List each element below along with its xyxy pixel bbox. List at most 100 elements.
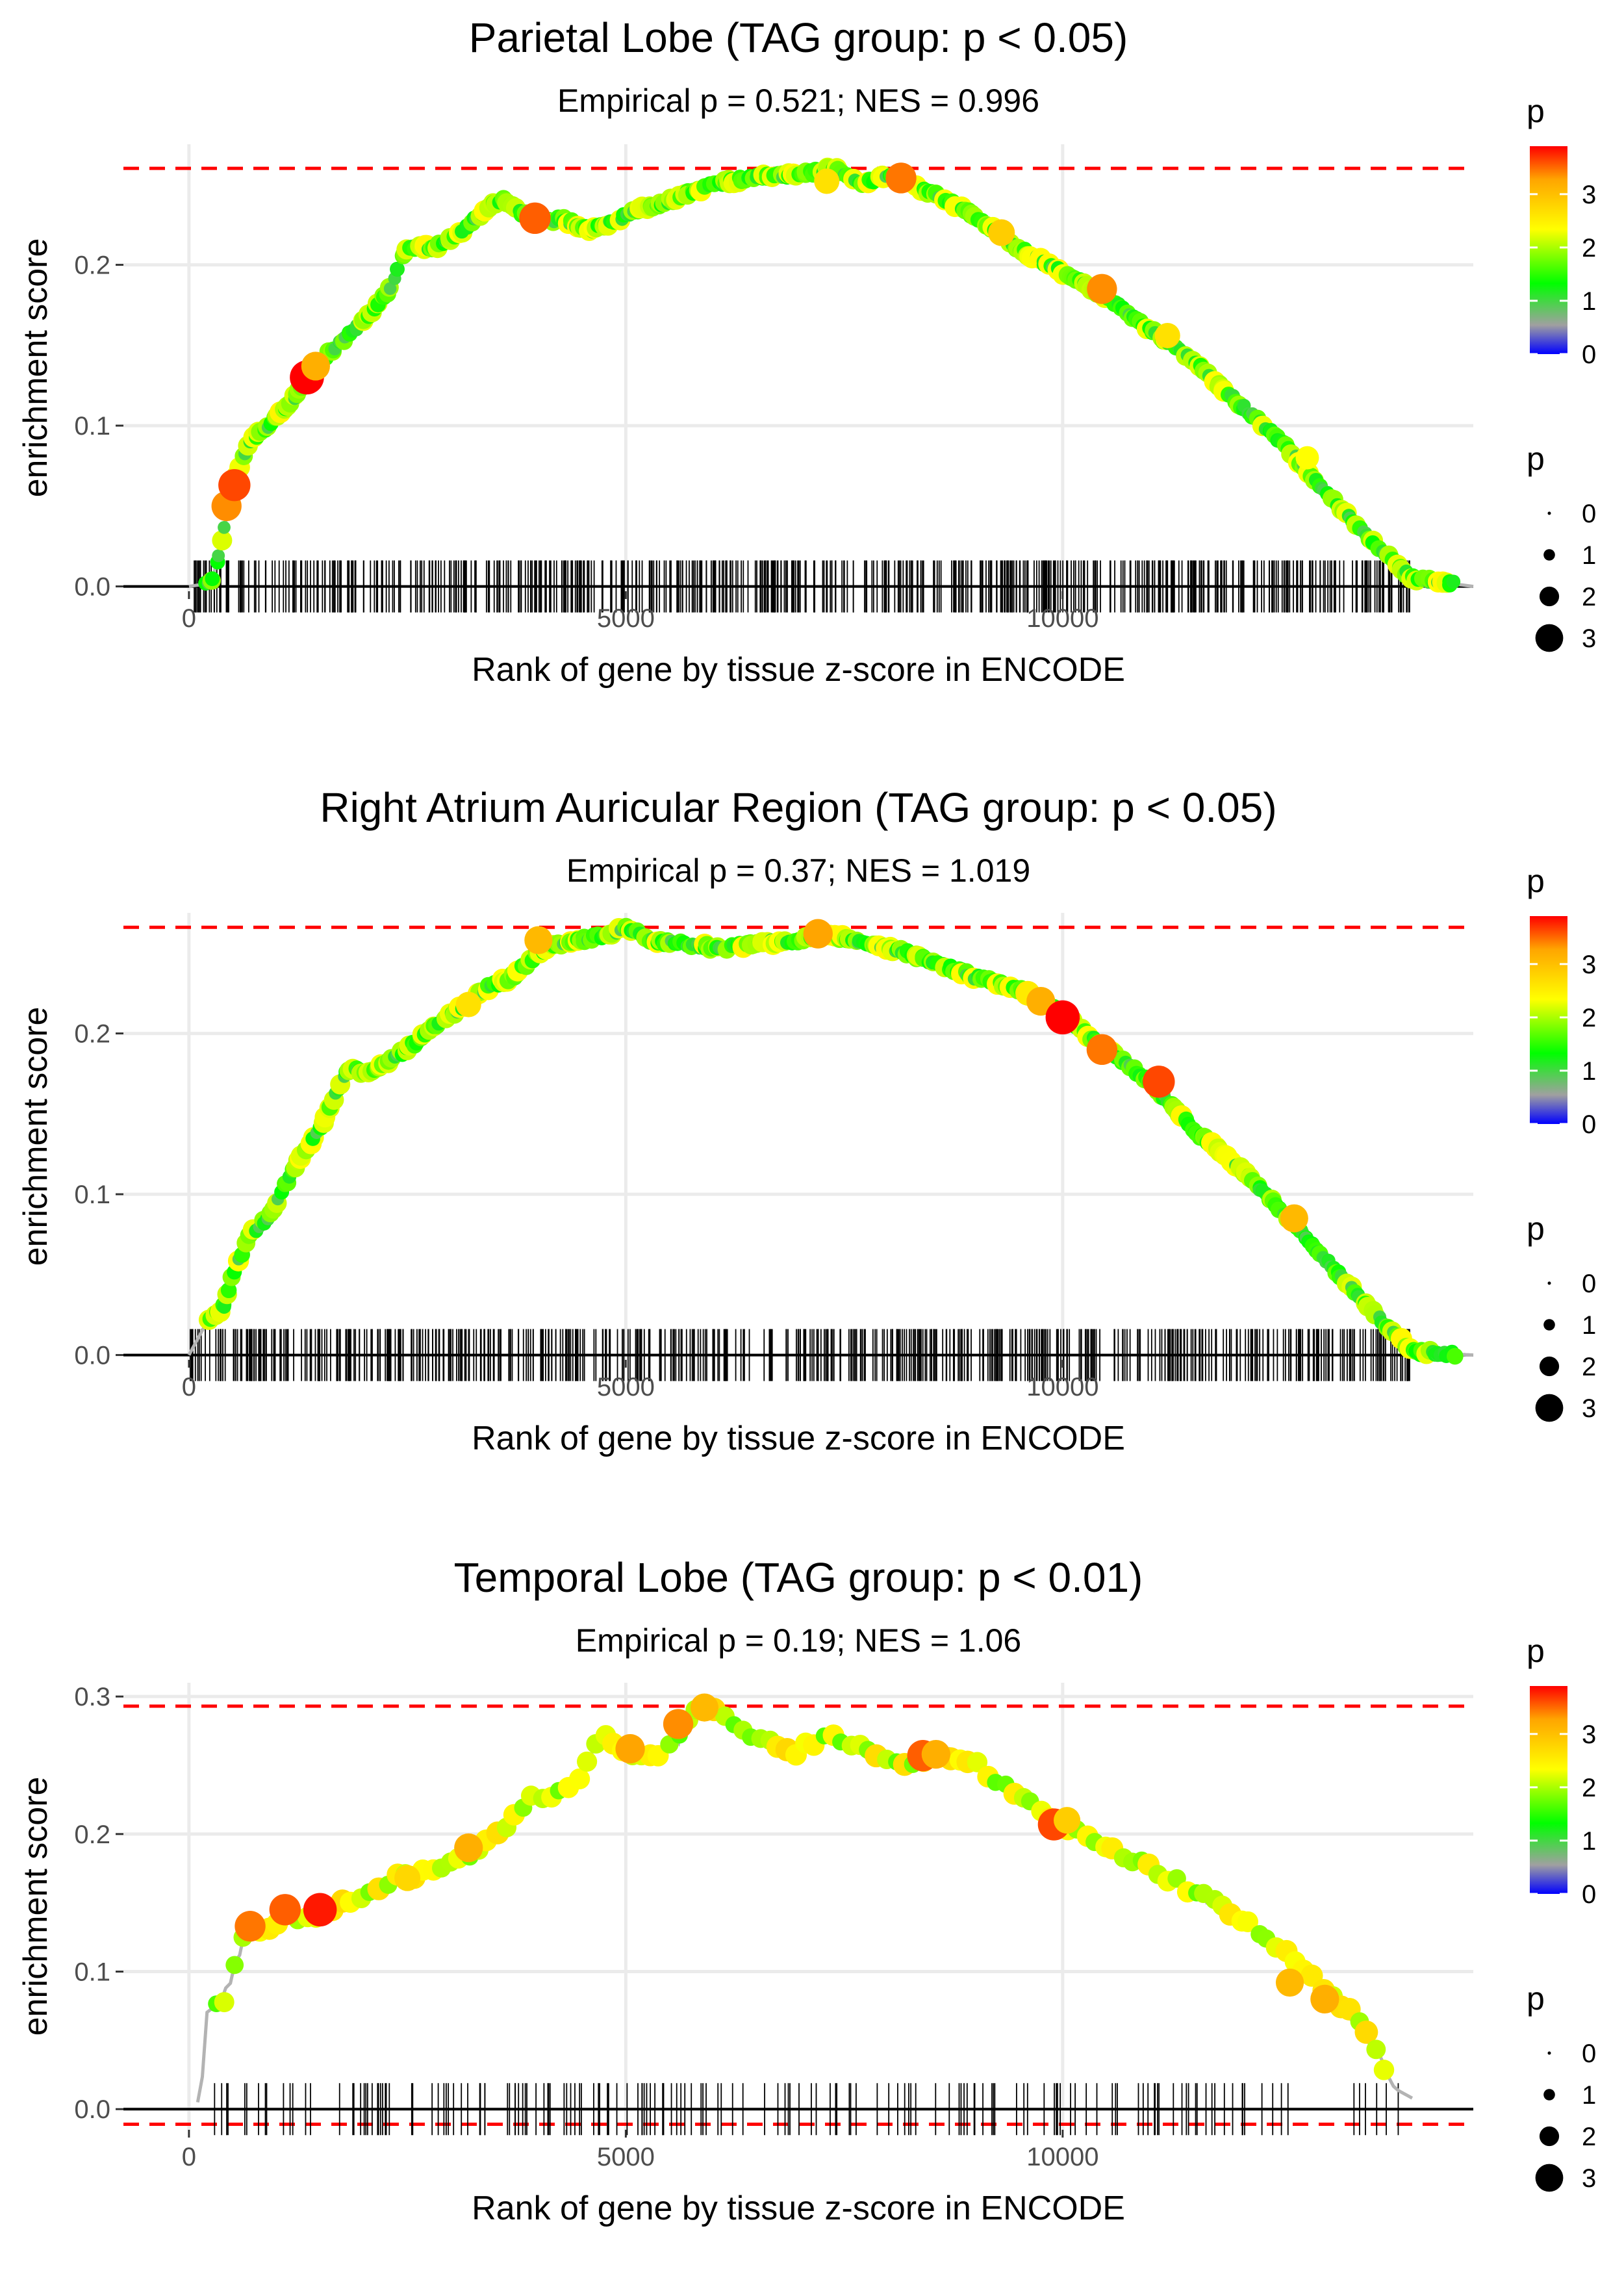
color-legend-bar bbox=[1530, 146, 1567, 354]
highlight-point bbox=[1045, 1000, 1080, 1035]
size-legend-dot bbox=[1547, 2051, 1551, 2055]
size-legend-dot bbox=[1539, 2126, 1560, 2147]
color-legend-label: 2 bbox=[1582, 234, 1596, 262]
es-point bbox=[220, 1282, 237, 1299]
highlight-point bbox=[1154, 322, 1180, 349]
es-points bbox=[198, 157, 1461, 593]
highlight-point bbox=[218, 468, 251, 502]
color-legend-label: 0 bbox=[1582, 1110, 1596, 1139]
size-legend-label: 1 bbox=[1582, 2081, 1596, 2110]
y-axis-label: enrichment score bbox=[17, 1777, 55, 2036]
highlight-point bbox=[1295, 446, 1319, 470]
size-legend-title: p bbox=[1527, 1210, 1545, 1247]
es-curve bbox=[188, 163, 1474, 589]
y-tick-label: 0.1 bbox=[74, 412, 110, 441]
x-tick-label: 10000 bbox=[1026, 1373, 1098, 1401]
color-legend-bar bbox=[1530, 1686, 1567, 1894]
y-tick-label: 0.0 bbox=[74, 573, 110, 602]
highlight-point bbox=[455, 991, 481, 1017]
chart-panel-2: Right Atrium Auricular Region (TAG group… bbox=[17, 784, 1596, 1457]
es-point bbox=[383, 282, 397, 295]
highlight-point bbox=[814, 168, 840, 194]
chart-title: Parietal Lobe (TAG group: p < 0.05) bbox=[469, 14, 1128, 61]
y-tick-label: 0.2 bbox=[74, 251, 110, 280]
chart-panel-3: Temporal Lobe (TAG group: p < 0.01) Empir… bbox=[17, 1554, 1596, 2227]
highlight-point bbox=[303, 1893, 337, 1927]
highlight-point bbox=[1310, 1984, 1339, 2014]
es-points bbox=[198, 917, 1464, 1365]
x-tick-label: 5000 bbox=[597, 2143, 655, 2171]
x-tick-label: 5000 bbox=[597, 604, 655, 633]
color-legend-label: 3 bbox=[1582, 1720, 1596, 1749]
es-curve bbox=[187, 921, 1474, 1361]
highlight-point bbox=[690, 1693, 719, 1722]
color-legend-label: 0 bbox=[1582, 340, 1596, 369]
highlight-point bbox=[519, 202, 551, 235]
size-legend-dot bbox=[1547, 511, 1551, 515]
size-legend-label: 2 bbox=[1582, 2123, 1596, 2151]
y-axis-label: enrichment score bbox=[17, 1007, 55, 1266]
color-legend-title: p bbox=[1527, 863, 1545, 899]
x-tick-label: 0 bbox=[182, 604, 196, 633]
highlight-point bbox=[663, 1709, 694, 1739]
es-point bbox=[568, 1768, 590, 1790]
color-legend-label: 2 bbox=[1582, 1774, 1596, 1802]
es-point bbox=[1354, 2020, 1378, 2044]
x-tick-label: 0 bbox=[182, 2143, 196, 2171]
size-legend-dot bbox=[1543, 549, 1555, 561]
highlight-point bbox=[921, 1739, 950, 1769]
es-point bbox=[1373, 2060, 1395, 2080]
highlight-point bbox=[269, 1894, 301, 1926]
es-point bbox=[1167, 1869, 1186, 1888]
es-point bbox=[967, 1752, 988, 1772]
size-legend-label: 1 bbox=[1582, 1311, 1596, 1340]
size-legend-label: 2 bbox=[1582, 583, 1596, 611]
highlight-point bbox=[454, 1833, 483, 1863]
y-tick-label: 0.3 bbox=[74, 1683, 110, 1711]
y-tick-label: 0.2 bbox=[74, 1820, 110, 1849]
y-tick-label: 0.0 bbox=[74, 1342, 110, 1370]
es-point bbox=[1237, 1911, 1258, 1932]
size-legend-label: 0 bbox=[1582, 1270, 1596, 1298]
size-legend-dot bbox=[1535, 624, 1564, 652]
size-legend-label: 0 bbox=[1582, 500, 1596, 528]
es-point bbox=[390, 262, 405, 277]
highlight-point bbox=[1280, 1204, 1308, 1233]
color-legend-title: p bbox=[1527, 93, 1545, 129]
y-tick-label: 0.1 bbox=[74, 1181, 110, 1209]
es-point bbox=[577, 1751, 598, 1772]
es-point bbox=[1446, 574, 1461, 589]
color-legend-label: 2 bbox=[1582, 1004, 1596, 1032]
y-tick-label: 0.1 bbox=[74, 1958, 110, 1987]
es-point bbox=[212, 530, 233, 551]
color-legend-label: 1 bbox=[1582, 1057, 1596, 1086]
es-point bbox=[225, 1956, 244, 1974]
size-legend-dot bbox=[1539, 1356, 1560, 1377]
x-tick-label: 0 bbox=[182, 1373, 196, 1401]
size-legend-title: p bbox=[1527, 441, 1545, 477]
size-legend-dot bbox=[1535, 2164, 1564, 2192]
x-axis-label: Rank of gene by tissue z-score in ENCODE bbox=[472, 1420, 1125, 1457]
chart-title: Right Atrium Auricular Region (TAG group… bbox=[320, 784, 1276, 831]
size-legend-dot bbox=[1543, 1319, 1555, 1331]
highlight-point bbox=[803, 919, 833, 949]
color-legend-label: 3 bbox=[1582, 951, 1596, 979]
es-point bbox=[212, 549, 225, 563]
color-legend-label: 1 bbox=[1582, 287, 1596, 316]
es-point bbox=[205, 571, 220, 587]
y-tick-label: 0.0 bbox=[74, 2095, 110, 2124]
highlight-point bbox=[301, 351, 331, 381]
color-legend-label: 0 bbox=[1582, 1880, 1596, 1909]
y-axis-label: enrichment score bbox=[17, 238, 55, 498]
es-point bbox=[218, 520, 231, 534]
highlight-point bbox=[615, 1733, 645, 1764]
x-tick-label: 10000 bbox=[1026, 604, 1098, 633]
highlight-point bbox=[1026, 986, 1056, 1016]
highlight-point bbox=[988, 219, 1015, 246]
chart-subtitle: Empirical p = 0.521; NES = 0.996 bbox=[557, 83, 1039, 119]
highlight-point bbox=[394, 1865, 421, 1891]
size-legend-label: 3 bbox=[1582, 624, 1596, 653]
size-legend-label: 3 bbox=[1582, 2164, 1596, 2193]
color-legend-label: 3 bbox=[1582, 181, 1596, 209]
